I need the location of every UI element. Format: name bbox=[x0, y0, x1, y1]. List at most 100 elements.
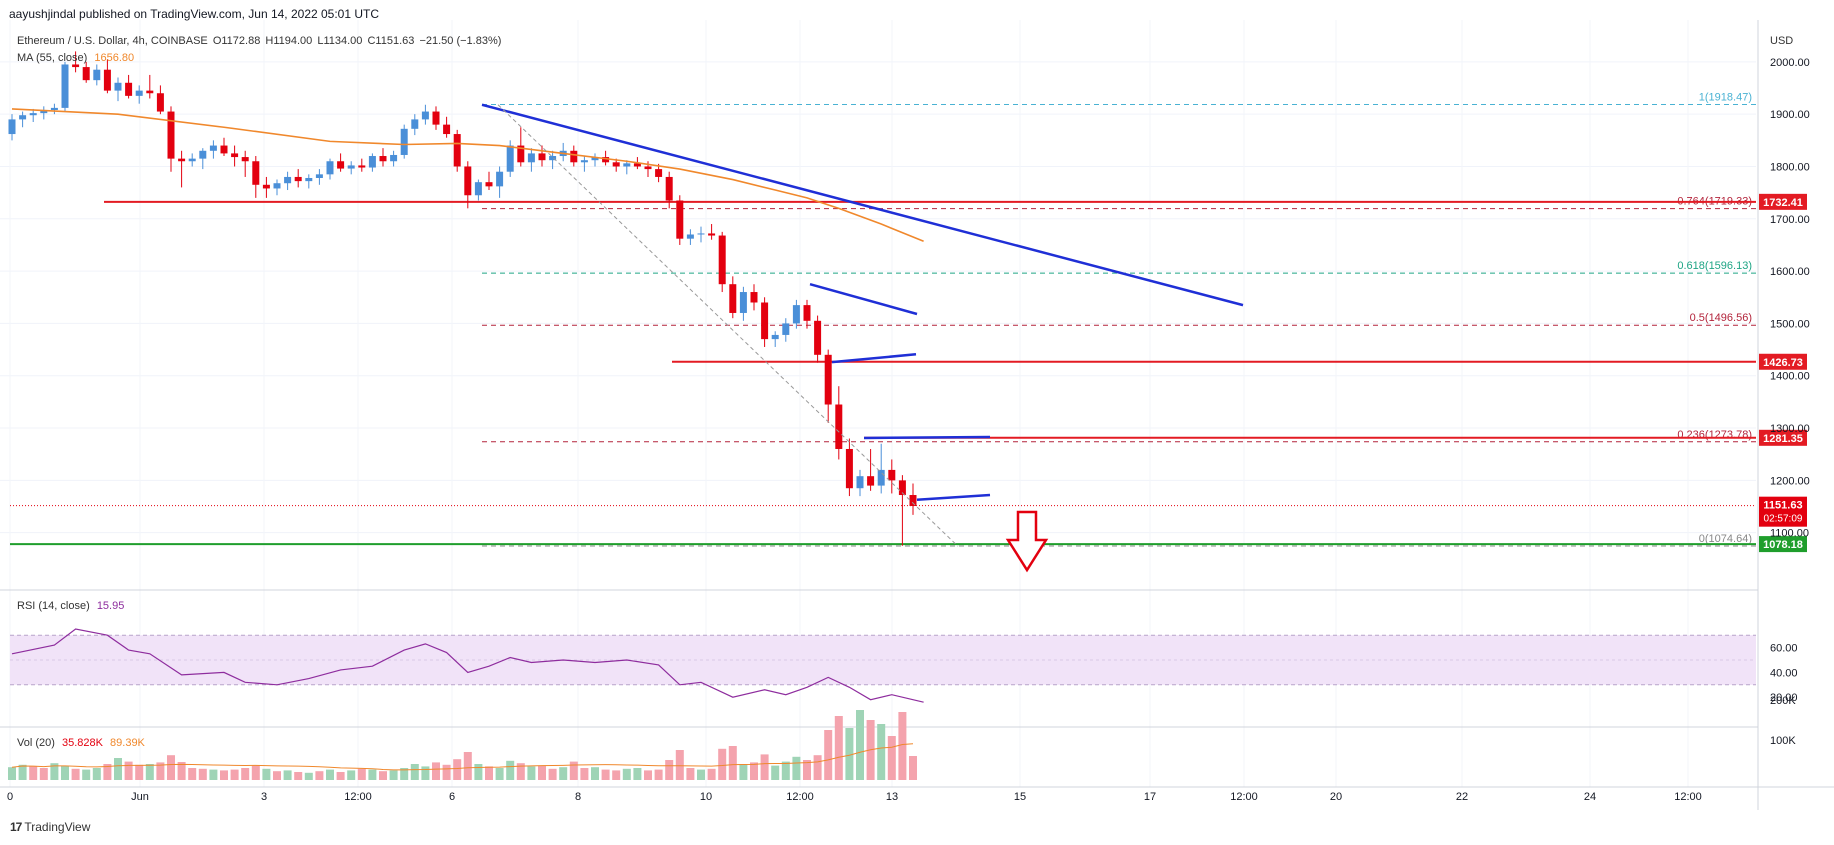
candle-body bbox=[209, 145, 217, 151]
fib-levels: 1(1918.47)0.764(1719.33)0.618(1596.13)0.… bbox=[482, 92, 1756, 547]
candle-body bbox=[612, 162, 620, 167]
price-label: 1426.73 bbox=[1763, 357, 1803, 369]
candle-body bbox=[337, 161, 345, 169]
candle-body bbox=[750, 292, 758, 303]
ma-line bbox=[11, 108, 924, 243]
volume-bar bbox=[792, 756, 801, 780]
vol-label[interactable]: Vol (20) bbox=[17, 737, 55, 749]
price-tick-label: 2000.00 bbox=[1770, 57, 1810, 69]
candle-body bbox=[220, 145, 228, 154]
time-tick-label: 17 bbox=[1144, 791, 1156, 803]
countdown-label: 02:57:09 bbox=[1764, 514, 1803, 525]
volume-bar bbox=[92, 768, 101, 780]
candle-body bbox=[390, 154, 398, 162]
panes bbox=[0, 20, 1834, 810]
candle-body bbox=[633, 163, 641, 167]
candle-body bbox=[305, 177, 313, 182]
volume-bar bbox=[591, 767, 599, 780]
volume-bar bbox=[856, 710, 864, 780]
candle-body bbox=[432, 111, 440, 125]
volume-bar bbox=[262, 768, 271, 780]
ohlc-close: C1151.63 bbox=[367, 35, 415, 47]
candle-body bbox=[909, 495, 917, 507]
time-axis[interactable]: 0 Jun 3 12:00 6 8 10 12:00 13 15 17 12:00 20 22 24 12:0… bbox=[7, 791, 1702, 803]
volume-bar bbox=[506, 760, 515, 780]
symbol-name[interactable]: Ethereum / U.S. Dollar, 4h, COINBASE bbox=[17, 35, 208, 47]
ohlc-low: L1134.00 bbox=[317, 35, 363, 47]
volume-bar bbox=[580, 768, 589, 780]
candle-body bbox=[156, 93, 164, 112]
volume-bar bbox=[538, 765, 546, 780]
volume-bar bbox=[633, 768, 642, 780]
volume-ma-line bbox=[11, 743, 914, 771]
volume-bar bbox=[644, 770, 652, 780]
rsi-label[interactable]: RSI (14, close) bbox=[17, 600, 90, 612]
candle-body bbox=[888, 469, 896, 481]
brand-label: TradingView bbox=[24, 820, 91, 834]
candle-body bbox=[580, 160, 588, 163]
volume-pane: 200K 100K bbox=[8, 695, 1796, 780]
volume-bar bbox=[781, 761, 790, 780]
candle-body bbox=[708, 233, 716, 236]
volume-bar bbox=[29, 766, 38, 780]
price-tick-label: 1500.00 bbox=[1770, 318, 1810, 330]
candle-body bbox=[729, 284, 737, 313]
volume-bar bbox=[559, 767, 568, 780]
volume-bar bbox=[421, 766, 430, 780]
candle-body bbox=[294, 176, 302, 182]
candle-body bbox=[644, 166, 652, 170]
ma-label[interactable]: MA (55, close) bbox=[17, 52, 88, 64]
volume-bar bbox=[283, 770, 292, 780]
rsi-pane: 60.00 40.00 20.00 bbox=[10, 628, 1798, 704]
volume-bar bbox=[71, 768, 80, 780]
price-axis[interactable]: 2000.00 1900.00 1800.00 1700.00 1600.00 1500.… bbox=[1770, 57, 1810, 540]
volume-bar bbox=[103, 764, 112, 780]
volume-bar bbox=[527, 766, 536, 780]
candle-body bbox=[814, 320, 822, 355]
price-label-box bbox=[1759, 536, 1807, 553]
volume-bar bbox=[82, 769, 91, 780]
price-label: 1078.18 bbox=[1763, 539, 1803, 551]
time-tick-label: 15 bbox=[1014, 791, 1026, 803]
volume-bar bbox=[209, 769, 218, 780]
time-tick-label: 12:00 bbox=[1230, 791, 1258, 803]
candle-body bbox=[602, 157, 610, 163]
published-line: aayushjindal published on TradingView.co… bbox=[9, 7, 380, 21]
candle-body bbox=[167, 111, 175, 159]
channel-top-line bbox=[809, 282, 918, 316]
candle-body bbox=[146, 90, 154, 94]
candle-body bbox=[114, 82, 122, 91]
candle-body bbox=[125, 82, 133, 96]
tradingview-brand[interactable]: 17 TradingView bbox=[10, 820, 90, 834]
candle-body bbox=[326, 161, 334, 175]
candles bbox=[8, 51, 917, 546]
ohlc-change: −21.50 (−1.83%) bbox=[419, 35, 502, 47]
time-tick-label: 8 bbox=[575, 791, 581, 803]
volume-bar bbox=[326, 769, 334, 780]
time-tick-label: 10 bbox=[700, 791, 712, 803]
volume-bar bbox=[813, 755, 822, 780]
volume-bar bbox=[135, 764, 144, 780]
channel-bottom-line bbox=[831, 353, 917, 364]
candle-body bbox=[835, 404, 843, 449]
candle-body bbox=[199, 150, 207, 159]
candle-body bbox=[474, 182, 482, 196]
fib-label: 0.236(1273.78) bbox=[1677, 429, 1752, 441]
candle-body bbox=[8, 119, 16, 135]
volume-bar bbox=[760, 754, 769, 780]
volume-bar bbox=[410, 764, 419, 780]
candle-body bbox=[421, 111, 429, 120]
volume-bar bbox=[548, 768, 557, 780]
support-blue-line bbox=[916, 493, 991, 501]
ma-value: 1656.80 bbox=[94, 52, 135, 64]
candle-body bbox=[570, 150, 578, 163]
price-tick-label: 1800.00 bbox=[1770, 161, 1810, 173]
candle-body bbox=[803, 305, 811, 321]
candle-body bbox=[697, 233, 705, 235]
volume-bar bbox=[569, 761, 578, 780]
price-label-box bbox=[1759, 429, 1807, 446]
time-tick-label: 22 bbox=[1456, 791, 1468, 803]
candle-body bbox=[347, 165, 355, 169]
candle-body bbox=[188, 158, 196, 162]
